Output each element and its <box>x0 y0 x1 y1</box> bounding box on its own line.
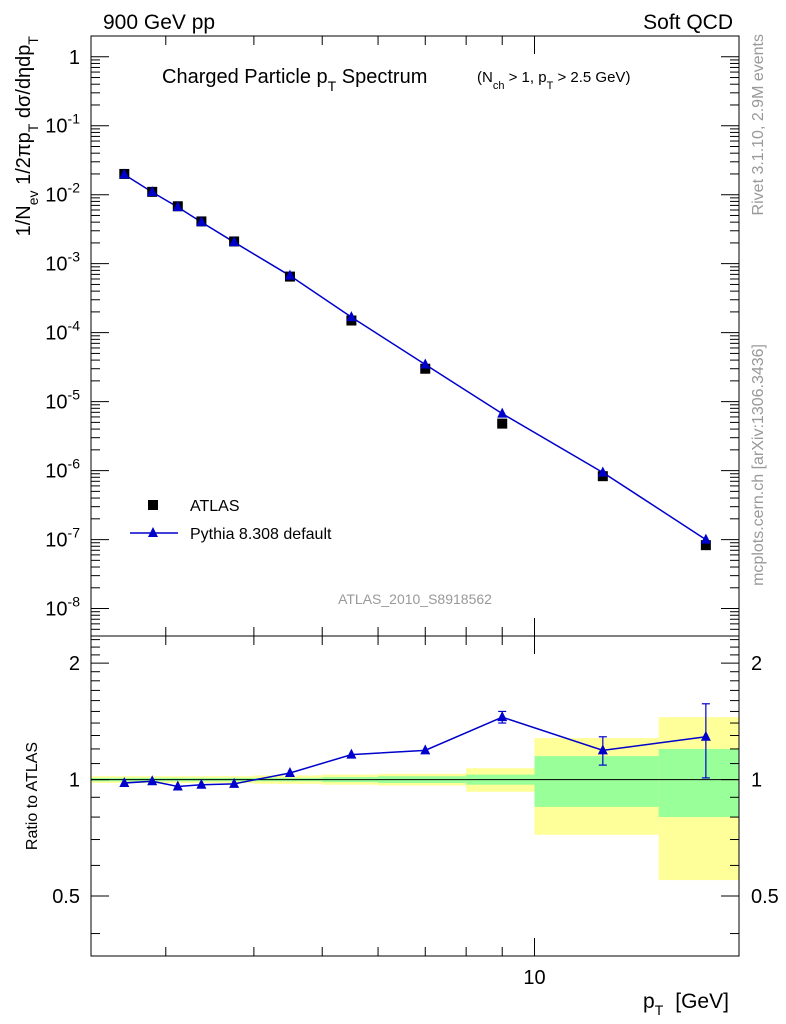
main-ytick-label: 10-5 <box>45 387 80 414</box>
mc-point <box>196 216 207 227</box>
analysis-watermark: ATLAS_2010_S8918562 <box>338 591 492 607</box>
mc-point <box>497 407 508 418</box>
main-ytick-label: 10-4 <box>45 318 80 345</box>
ratio-ytick-label: 2 <box>69 653 80 675</box>
ratio-ytick-label: 0.5 <box>52 886 80 908</box>
ratio-mc-point <box>420 744 431 755</box>
main-ytick-label: 10-8 <box>45 594 80 621</box>
ratio-ytick-label: 1 <box>69 770 80 792</box>
mc-line <box>123 173 707 541</box>
main-ylabel: 1/Nev 1/2πpT dσ/dηdpT <box>13 36 41 237</box>
mc-point <box>172 201 183 212</box>
mc-point <box>597 466 608 477</box>
legend-mc-marker <box>148 527 158 537</box>
ratio-frame <box>90 635 740 957</box>
main-ytick-label: 10-6 <box>45 456 80 483</box>
header-right: Soft QCD <box>643 11 733 34</box>
ratio-plot: 10 2 2 1 1 0.5 0.5 Ratio to ATLAS pT [GeV] <box>24 635 779 1018</box>
xtick-label: 10 <box>523 967 545 989</box>
ratio-mc-point <box>597 744 608 755</box>
xlabel: pT [GeV] <box>643 990 729 1018</box>
main-ytick-label: 10-1 <box>45 111 80 138</box>
ratio-ytick-label-right: 0.5 <box>751 886 779 908</box>
ratio-mc-point <box>119 776 130 787</box>
main-ytick-label: 10-7 <box>45 525 80 552</box>
legend-atlas-label: ATLAS <box>190 498 240 515</box>
ratio-ylabel: Ratio to ATLAS <box>24 742 41 850</box>
ratio-band-stat <box>658 748 739 818</box>
legend-atlas-marker <box>148 500 158 510</box>
mc-point <box>346 311 357 322</box>
main-ytick-label: 10-2 <box>45 180 80 207</box>
ratio-band-stat <box>534 756 659 807</box>
ratio-mc-point <box>196 778 207 789</box>
ratio-ytick-label-right: 1 <box>751 770 762 792</box>
rivet-info: Rivet 3.1.10, 2.9M events <box>750 34 767 215</box>
ratio-mc-point <box>346 748 357 759</box>
ratio-mc-point <box>172 780 183 791</box>
main-frame <box>90 35 740 637</box>
main-title-condition: (Nch > 1, pT > 2.5 GeV) <box>477 69 630 92</box>
mc-point <box>284 269 295 280</box>
mc-point <box>119 168 130 179</box>
ratio-mc-point <box>700 730 711 741</box>
mc-point <box>147 186 158 197</box>
ratio-mc-point <box>229 777 240 788</box>
mcplots-credit: mcplots.cern.ch [arXiv:1306.3436] <box>750 344 767 586</box>
main-plot: 1 10-1 10-2 10-3 10-4 10-5 10-6 10-7 10-8 Charge… <box>13 35 740 637</box>
mc-point <box>700 533 711 544</box>
main-title: Charged Particle pT Spectrum <box>162 66 427 94</box>
legend-mc-label: Pythia 8.308 default <box>190 526 332 543</box>
atlas-point <box>497 418 508 429</box>
main-ytick-label: 10-3 <box>45 249 80 276</box>
ratio-ytick-label-right: 2 <box>751 653 762 675</box>
atlas-point <box>420 363 431 374</box>
mc-point <box>420 358 431 369</box>
ratio-mc-point <box>284 766 295 777</box>
ratio-mc-point <box>147 775 158 786</box>
ratio-mc-point <box>497 711 508 722</box>
atlas-point <box>700 540 711 551</box>
mc-point <box>229 236 240 247</box>
main-ytick-label: 1 <box>69 47 80 69</box>
header-left: 900 GeV pp <box>103 11 215 34</box>
legend: ATLAS Pythia 8.308 default <box>130 498 332 543</box>
